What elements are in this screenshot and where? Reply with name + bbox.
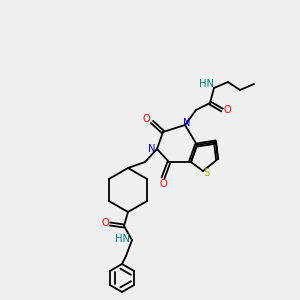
Text: HN: HN	[199, 79, 214, 89]
Text: HN: HN	[116, 234, 130, 244]
Text: O: O	[142, 114, 150, 124]
Text: N: N	[183, 118, 191, 128]
Text: S: S	[203, 168, 209, 178]
Text: N: N	[148, 144, 156, 154]
Text: O: O	[159, 179, 167, 189]
Text: O: O	[101, 218, 109, 228]
Text: O: O	[223, 105, 231, 115]
